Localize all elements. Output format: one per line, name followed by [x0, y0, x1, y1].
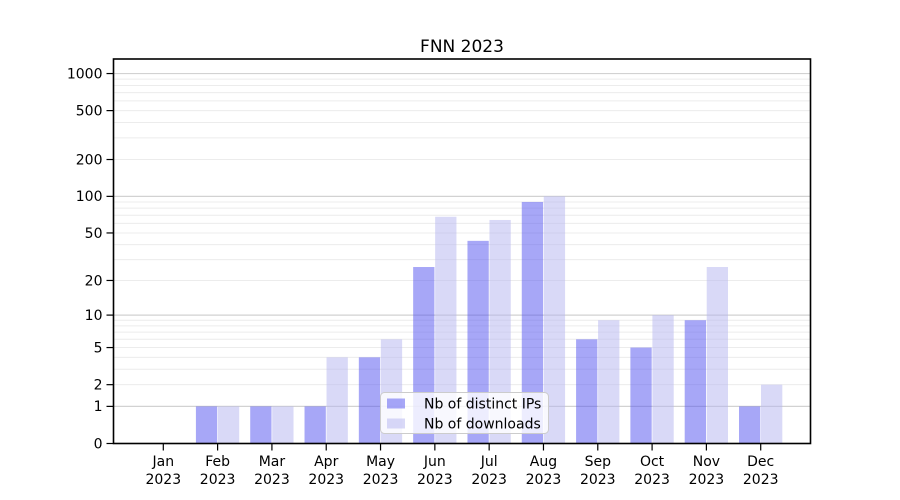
- legend-swatch-distinct-ips: [387, 398, 405, 409]
- y-tick-label: 2: [94, 377, 103, 393]
- axes: 0 1 2 5 10 20 50 100 200 500 1000 Jan 2023 Feb 2023 Mar…: [67, 58, 812, 488]
- x-tick-label-year: 2023: [363, 472, 399, 488]
- y-tick-label: 100: [76, 189, 103, 205]
- plot-border: [112, 58, 812, 445]
- x-tick-label-month: Feb: [205, 454, 230, 470]
- bar-dec-distinct-ips: [739, 406, 761, 444]
- y-tick-label: 5: [94, 340, 103, 356]
- legend: Nb of distinct IPs Nb of downloads: [380, 392, 549, 434]
- x-tick-label-month: May: [366, 454, 395, 470]
- bar-apr-downloads: [326, 357, 348, 444]
- bar-sep-distinct-ips: [576, 339, 598, 444]
- x-tick-label-year: 2023: [634, 472, 670, 488]
- x-tick-label-month: Oct: [640, 454, 665, 470]
- x-tick-label-month: Sep: [585, 454, 612, 470]
- bar-may-distinct-ips: [358, 357, 381, 444]
- x-tick-label-year: 2023: [417, 472, 453, 488]
- bar-mar-downloads: [272, 406, 294, 444]
- legend-label-distinct-ips: Nb of distinct IPs: [424, 397, 541, 413]
- y-tick-label: 20: [85, 273, 103, 289]
- bar-dec-downloads: [761, 384, 783, 444]
- bar-oct-distinct-ips: [630, 347, 652, 444]
- x-tick-label-month: Jan: [152, 454, 175, 470]
- x-tick-label-month: Aug: [530, 454, 557, 470]
- legend-box: [380, 392, 549, 434]
- x-tick-label-month: Jul: [480, 454, 498, 470]
- x-tick-label-month: Jun: [423, 454, 446, 470]
- y-tick-label: 1: [94, 399, 103, 415]
- x-tick-label-year: 2023: [580, 472, 616, 488]
- x-tick-label-month: Mar: [259, 454, 286, 470]
- bar-apr-distinct-ips: [304, 406, 326, 444]
- x-tick-label-month: Nov: [693, 454, 720, 470]
- bar-feb-distinct-ips: [195, 406, 218, 444]
- bar-nov-downloads: [706, 267, 728, 444]
- x-tick-label-year: 2023: [689, 472, 725, 488]
- y-tick-label: 500: [76, 103, 103, 119]
- y-tick-label: 0: [94, 436, 103, 452]
- x-tick-label-year: 2023: [471, 472, 507, 488]
- bar-oct-downloads: [652, 315, 674, 444]
- x-tick-label-year: 2023: [743, 472, 779, 488]
- x-tick-label-month: Apr: [314, 454, 338, 470]
- x-tick-label-year: 2023: [308, 472, 344, 488]
- y-tick-label: 50: [85, 226, 103, 242]
- x-tick-label-year: 2023: [526, 472, 562, 488]
- x-tick-label-year: 2023: [200, 472, 236, 488]
- y-tick-label: 1000: [67, 66, 103, 82]
- chart-title: FNN 2023: [420, 37, 504, 57]
- bar-jul-downloads: [489, 219, 511, 444]
- x-tick-label-month: Dec: [747, 454, 774, 470]
- bar-aug-distinct-ips: [521, 201, 544, 444]
- bar-jun-downloads: [435, 216, 457, 444]
- bar-mar-distinct-ips: [250, 406, 272, 444]
- x-tick-label-year: 2023: [254, 472, 290, 488]
- y-tick-label: 200: [76, 152, 103, 168]
- bar-aug-downloads: [543, 196, 566, 444]
- bar-feb-downloads: [217, 406, 240, 444]
- y-tick-label: 10: [85, 308, 103, 324]
- x-tick-label-year: 2023: [145, 472, 181, 488]
- bar-sep-downloads: [598, 320, 620, 444]
- bar-nov-distinct-ips: [684, 320, 706, 444]
- legend-swatch-downloads: [387, 418, 405, 429]
- legend-label-downloads: Nb of downloads: [424, 417, 541, 433]
